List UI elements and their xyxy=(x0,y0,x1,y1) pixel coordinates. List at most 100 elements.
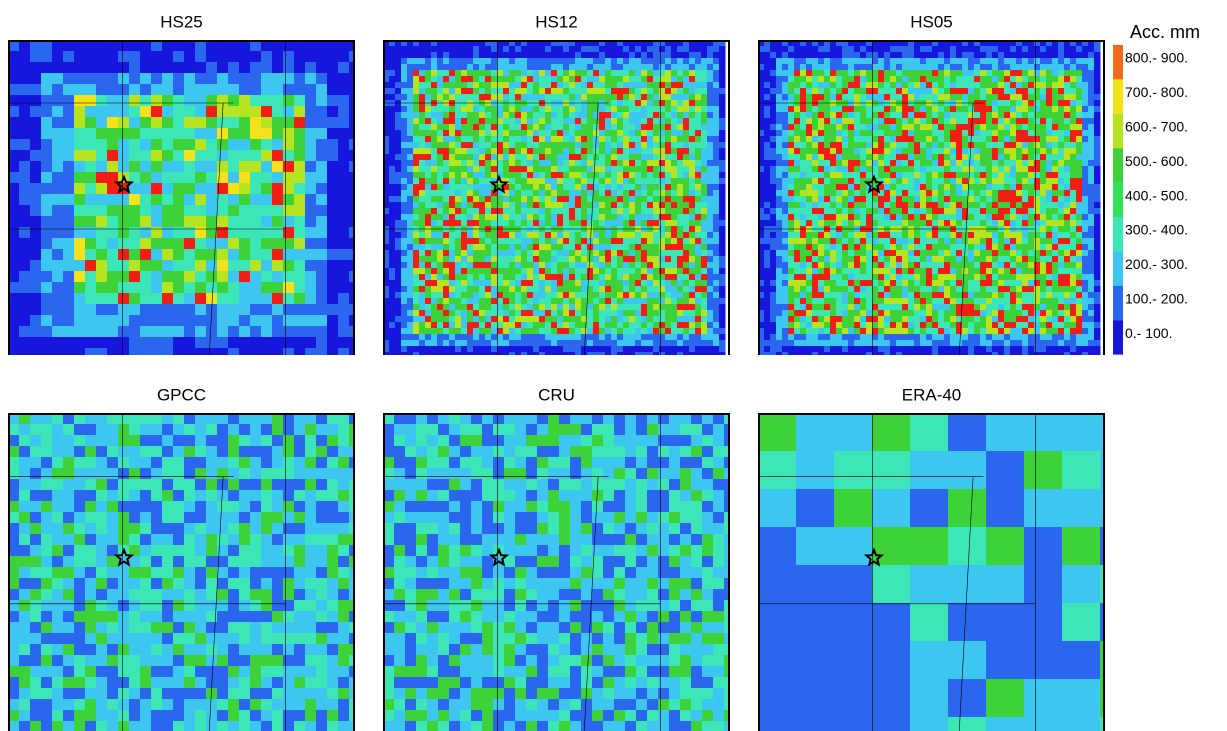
map-cell xyxy=(569,52,576,59)
map-cell xyxy=(184,73,196,85)
map-cell xyxy=(491,352,498,355)
map-cell xyxy=(419,106,426,113)
map-cell xyxy=(551,280,558,287)
map-cell xyxy=(272,62,284,74)
map-cell xyxy=(338,40,350,52)
map-cell xyxy=(914,88,921,95)
map-cell xyxy=(599,256,606,263)
map-cell xyxy=(575,346,582,353)
map-cell xyxy=(770,70,777,77)
map-cell xyxy=(707,328,714,335)
map-cell xyxy=(533,232,540,239)
map-cell xyxy=(896,106,903,113)
map-cell xyxy=(515,40,522,47)
panel-title: HS25 xyxy=(160,12,203,31)
map-cell xyxy=(950,70,957,77)
map-cell xyxy=(195,73,207,85)
map-cell xyxy=(719,190,726,197)
map-cell xyxy=(776,76,783,83)
map-cell xyxy=(129,117,141,129)
map-cell xyxy=(902,124,909,131)
map-cell xyxy=(395,106,402,113)
map-cell xyxy=(569,244,576,251)
map-cell xyxy=(509,232,516,239)
map-cell xyxy=(713,82,720,89)
map-cell xyxy=(485,160,492,167)
map-cell xyxy=(401,172,408,179)
map-cell xyxy=(944,64,951,71)
map-cell xyxy=(283,139,295,151)
map-cell xyxy=(485,352,492,355)
panel-title: HS05 xyxy=(910,12,953,31)
map-cell xyxy=(503,64,510,71)
map-cell xyxy=(707,160,714,167)
map-cell xyxy=(184,139,196,151)
map-cell xyxy=(812,82,819,89)
map-cell xyxy=(425,232,432,239)
map-cell xyxy=(677,292,684,299)
map-cell xyxy=(683,172,690,179)
map-cell xyxy=(272,40,284,52)
map-cell xyxy=(677,82,684,89)
map-cell xyxy=(605,142,612,149)
map-cell xyxy=(605,244,612,251)
map-cell xyxy=(695,160,702,167)
map-cell xyxy=(407,82,414,89)
map-cell xyxy=(533,40,540,47)
map-cell xyxy=(617,256,624,263)
map-cell xyxy=(689,238,696,245)
map-cell xyxy=(509,70,516,77)
map-cell xyxy=(107,117,119,129)
map-cell xyxy=(557,346,564,353)
map-cell xyxy=(932,64,939,71)
map-cell xyxy=(641,88,648,95)
map-cell xyxy=(509,160,516,167)
map-cell xyxy=(425,82,432,89)
map-cell xyxy=(992,142,999,149)
map-cell xyxy=(926,88,933,95)
map-cell xyxy=(617,232,624,239)
map-cell xyxy=(695,100,702,107)
map-cell xyxy=(551,130,558,137)
map-cell xyxy=(701,82,708,89)
map-cell xyxy=(635,118,642,125)
map-cell xyxy=(497,250,504,257)
map-cell xyxy=(509,82,516,89)
map-cell xyxy=(545,46,552,53)
map-cell xyxy=(701,250,708,257)
map-cell xyxy=(449,82,456,89)
map-cell xyxy=(587,274,594,281)
map-cell xyxy=(19,150,31,162)
map-cell xyxy=(695,268,702,275)
map-cell xyxy=(395,220,402,227)
map-cell xyxy=(261,150,273,162)
map-cell xyxy=(195,304,207,316)
map-cell xyxy=(707,46,714,53)
map-cell xyxy=(617,292,624,299)
map-cell xyxy=(437,214,444,221)
map-cell xyxy=(551,340,558,347)
map-cell xyxy=(575,238,582,245)
map-cell xyxy=(431,292,438,299)
map-cell xyxy=(539,196,546,203)
map-cell xyxy=(63,183,75,195)
map-cell xyxy=(413,340,420,347)
map-cell xyxy=(545,262,552,269)
map-cell xyxy=(689,154,696,161)
map-cell xyxy=(129,95,141,107)
map-cell xyxy=(545,292,552,299)
map-cell xyxy=(659,238,666,245)
map-cell xyxy=(617,142,624,149)
map-cell xyxy=(316,293,328,305)
map-cell xyxy=(8,40,20,52)
map-cell xyxy=(1058,112,1065,119)
map-cell xyxy=(30,282,42,294)
map-cell xyxy=(683,214,690,221)
map-cell xyxy=(659,346,666,353)
map-cell xyxy=(533,124,540,131)
map-cell xyxy=(842,124,849,131)
map-cell xyxy=(349,271,355,283)
map-cell xyxy=(431,148,438,155)
map-cell xyxy=(151,84,163,96)
map-cell xyxy=(455,184,462,191)
